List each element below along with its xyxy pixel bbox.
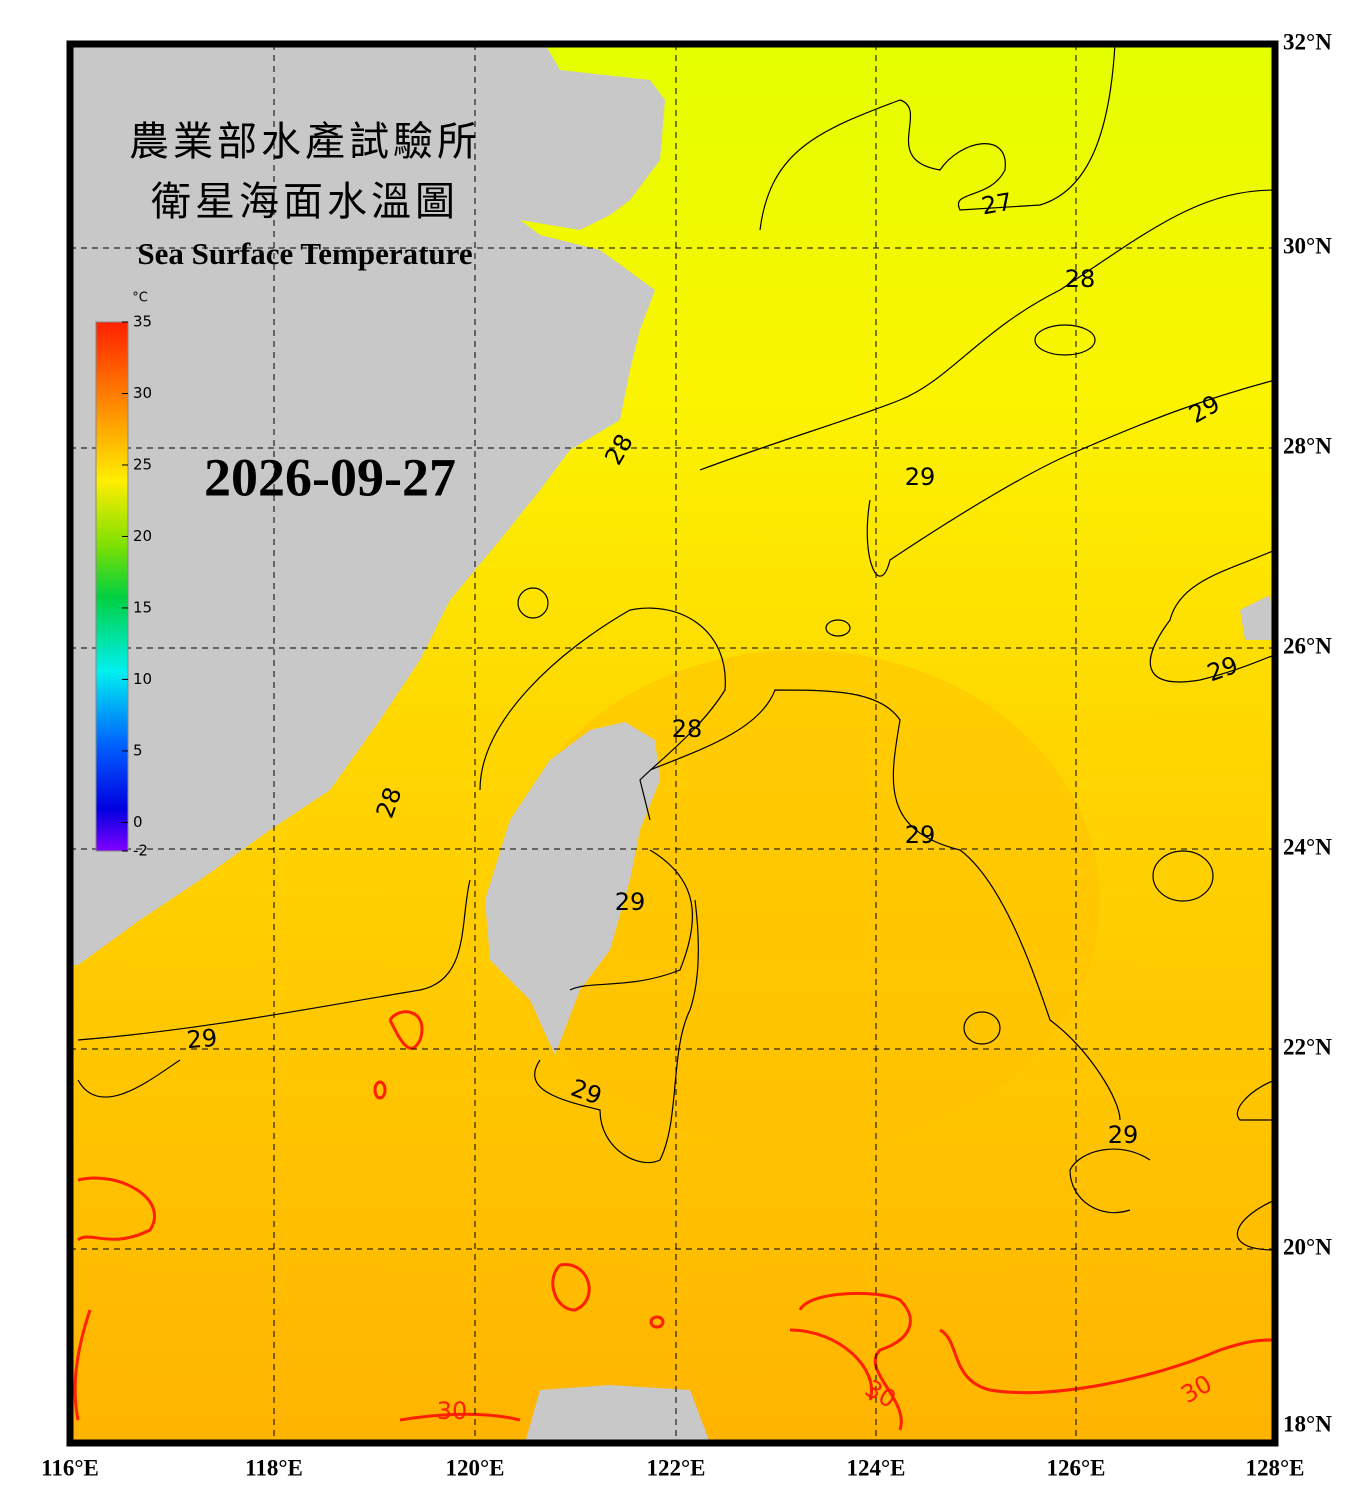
contour-label: 28 — [1065, 265, 1096, 293]
frame — [66, 40, 1279, 1447]
lat-label: 18°N — [1283, 1411, 1332, 1436]
graticule — [70, 44, 1275, 1443]
lat-label: 28°N — [1283, 433, 1332, 458]
colorbar-tick-label: 15 — [133, 598, 152, 616]
lon-label: 126°E — [1046, 1455, 1105, 1480]
colorbar-tick-label: 10 — [133, 670, 152, 688]
taiwan — [485, 722, 660, 1055]
colorbar-ticks: 35 30 25 20 15 10 5 0 -2 — [122, 313, 152, 860]
colorbar-tick-label: 30 — [133, 384, 152, 402]
mainland — [70, 44, 665, 965]
lat-label: 26°N — [1283, 633, 1332, 658]
luzon — [525, 1385, 710, 1443]
contour-label: 29 — [905, 463, 936, 491]
contour-label: 29 — [905, 821, 936, 849]
contour-label: 29 — [615, 888, 646, 916]
contours-red — [73, 1010, 1275, 1431]
colorbar-tick-label: 0 — [133, 813, 143, 831]
subtitle-zh: 衛星海面水溫圖 — [151, 179, 459, 225]
lat-label: 24°N — [1283, 834, 1332, 859]
lat-label: 32°N — [1283, 29, 1332, 54]
lat-label: 30°N — [1283, 233, 1332, 258]
lat-label: 20°N — [1283, 1234, 1332, 1259]
lat-label: 22°N — [1283, 1034, 1332, 1059]
island — [1240, 595, 1275, 640]
colorbar-unit: °C — [132, 291, 148, 306]
title-en: Sea Surface Temperature — [137, 236, 472, 271]
colorbar — [95, 321, 129, 852]
contour-label: 28 — [672, 715, 703, 743]
contours-black — [77, 44, 1275, 1251]
lon-label: 118°E — [245, 1455, 303, 1480]
contour-label: 27 — [979, 188, 1014, 221]
lon-label: 124°E — [846, 1455, 905, 1480]
contour-label: 30 — [437, 1397, 468, 1425]
lon-label: 116°E — [41, 1455, 99, 1480]
colorbar-tick-label: 20 — [133, 527, 152, 545]
colorbar-tick-label: -2 — [133, 842, 148, 860]
date: 2026-09-27 — [204, 447, 456, 507]
contour-label: 29 — [185, 1024, 218, 1055]
colorbar-tick-label: 35 — [133, 313, 152, 331]
axis-labels: 116°E 118°E 120°E 122°E 124°E 126°E 128°E 32°N 3… — [41, 29, 1332, 1480]
colorbar-tick-label: 5 — [133, 741, 143, 759]
lon-label: 120°E — [445, 1455, 504, 1480]
colorbar-tick-label: 25 — [133, 455, 152, 473]
lon-label: 122°E — [646, 1455, 705, 1480]
title-zh: 農業部水產試驗所 — [129, 119, 481, 165]
contour-label: 29 — [1108, 1121, 1139, 1149]
lon-label: 128°E — [1245, 1455, 1304, 1480]
